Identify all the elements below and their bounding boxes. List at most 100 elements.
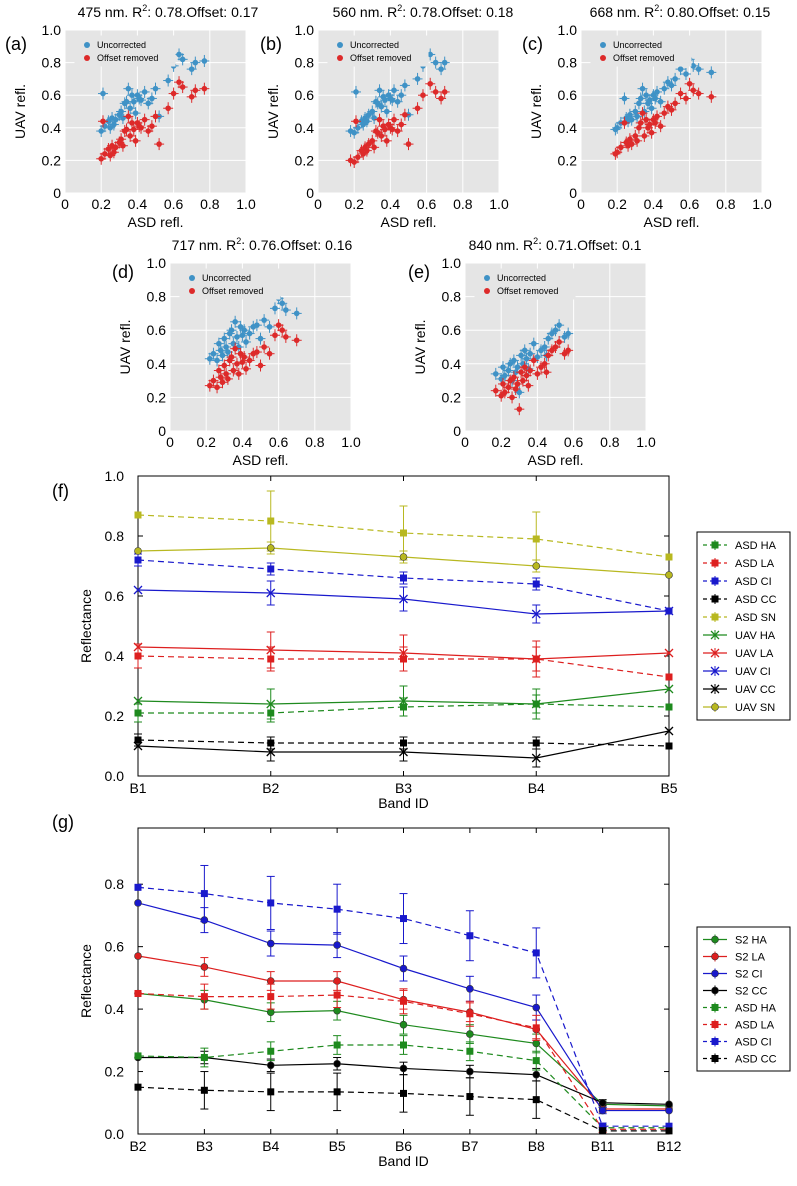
legend-entry: ASD HA <box>703 1002 777 1015</box>
data-point <box>400 529 407 537</box>
data-point <box>266 977 275 985</box>
offset-removed-point <box>614 149 620 156</box>
uncorrected-point <box>221 335 228 342</box>
data-point <box>399 747 408 757</box>
uncorrected-point <box>516 389 523 396</box>
data-point <box>333 1041 341 1049</box>
uncorrected-point <box>201 58 208 64</box>
offset-removed-point <box>552 344 559 350</box>
uncorrected-point <box>500 364 506 370</box>
uncorrected-point <box>241 327 248 334</box>
legend-marker-uncorrected <box>484 275 490 281</box>
offset-removed-point <box>523 372 530 379</box>
x-tick-label: 1.0 <box>636 434 656 450</box>
offset-removed-point <box>527 367 533 374</box>
offset-removed-point <box>201 85 208 92</box>
uncorrected-point <box>683 71 689 77</box>
data-point <box>400 997 407 1005</box>
data-point <box>267 565 275 573</box>
title-main: 840 nm. R <box>469 237 534 253</box>
data-point <box>266 1008 275 1017</box>
offset-removed-point <box>246 357 253 364</box>
uncorrected-point <box>192 59 199 66</box>
data-point <box>333 1059 341 1068</box>
data-point <box>400 574 407 582</box>
data-point <box>664 648 674 658</box>
uncorrected-point <box>511 357 517 364</box>
y-axis-label: UAV refl. <box>12 84 28 139</box>
uncorrected-point <box>130 98 137 105</box>
legend-label: UAV HA <box>735 630 776 642</box>
uncorrected-point <box>695 66 702 72</box>
data-point <box>134 989 142 997</box>
uncorrected-point <box>665 79 671 85</box>
legend-label-uncorrected: Uncorrected <box>497 273 546 283</box>
series-line <box>137 559 670 612</box>
offset-removed-point <box>228 354 235 360</box>
offset-removed-point <box>378 133 385 139</box>
x-tick-label: 1.0 <box>752 196 772 212</box>
x-tick-label: B5 <box>329 1138 346 1154</box>
legend-marker-offset-removed <box>337 55 343 61</box>
legend-label-offset-removed: Offset removed <box>97 53 158 63</box>
uncorrected-point <box>507 361 514 367</box>
uncorrected-point <box>643 92 649 98</box>
x-tick-label: B5 <box>660 780 677 796</box>
data-point <box>665 1100 673 1109</box>
data-point <box>598 1098 607 1107</box>
y-tick-label: 0.4 <box>105 648 125 664</box>
offset-removed-point <box>520 377 526 384</box>
x-tick-label: 0 <box>577 196 585 212</box>
legend-label: UAV LA <box>735 648 774 660</box>
offset-removed-point <box>176 79 182 85</box>
series-line <box>137 1044 669 1129</box>
uncorrected-point <box>188 66 195 72</box>
uncorrected-point <box>210 350 217 357</box>
legend-entry: ASD LA <box>703 1019 775 1032</box>
uncorrected-point <box>145 100 152 107</box>
uncorrected-point <box>549 330 555 337</box>
offset-removed-point <box>549 347 555 354</box>
x-tick-label: 1.0 <box>489 196 509 212</box>
uncorrected-point <box>257 335 264 342</box>
offset-removed-point <box>641 133 648 139</box>
offset-removed-point <box>543 369 550 376</box>
offset-removed-point <box>98 155 104 162</box>
data-point <box>266 939 275 948</box>
legend-box <box>474 268 576 300</box>
x-tick-label: 0.8 <box>453 196 473 212</box>
offset-removed-point <box>621 120 628 126</box>
offset-removed-point <box>188 94 195 100</box>
uncorrected-point <box>492 371 499 377</box>
data-point <box>664 684 674 694</box>
uncorrected-point <box>427 51 434 58</box>
uncorrected-point <box>538 347 544 354</box>
uncorrected-point <box>293 310 300 317</box>
data-point <box>532 1096 540 1104</box>
data-point <box>267 517 275 525</box>
y-axis-label: UAV refl. <box>412 320 428 375</box>
uncorrected-point <box>376 87 383 94</box>
uncorrected-point <box>138 97 144 103</box>
offset-removed-point <box>138 125 144 131</box>
data-point <box>532 739 540 747</box>
data-point <box>665 673 673 681</box>
offset-removed-point <box>145 128 152 134</box>
legend-label: UAV CI <box>735 666 771 678</box>
data-point <box>599 1127 607 1135</box>
offset-removed-point <box>665 103 671 110</box>
uncorrected-point <box>98 128 104 134</box>
uncorrected-point <box>125 85 132 92</box>
data-point <box>134 736 142 744</box>
data-point <box>399 553 408 561</box>
x-axis-label: ASD refl. <box>380 214 436 230</box>
uncorrected-point <box>283 307 289 313</box>
offset-removed-point <box>141 116 148 123</box>
legend-label-uncorrected: Uncorrected <box>202 273 251 283</box>
legend-entry: UAV HA <box>703 630 776 642</box>
scatter-panel-a: 0 0.2 0.4 0.6 0.8 1.0 0 0.2 0.4 0.6 0.8 1.0 Uncorrec… <box>5 3 259 230</box>
legend-entry: UAV SN <box>703 702 775 714</box>
legend-label: ASD LA <box>735 558 775 570</box>
x-tick-label: B2 <box>129 1138 146 1154</box>
title-sup: 2 <box>654 3 659 13</box>
